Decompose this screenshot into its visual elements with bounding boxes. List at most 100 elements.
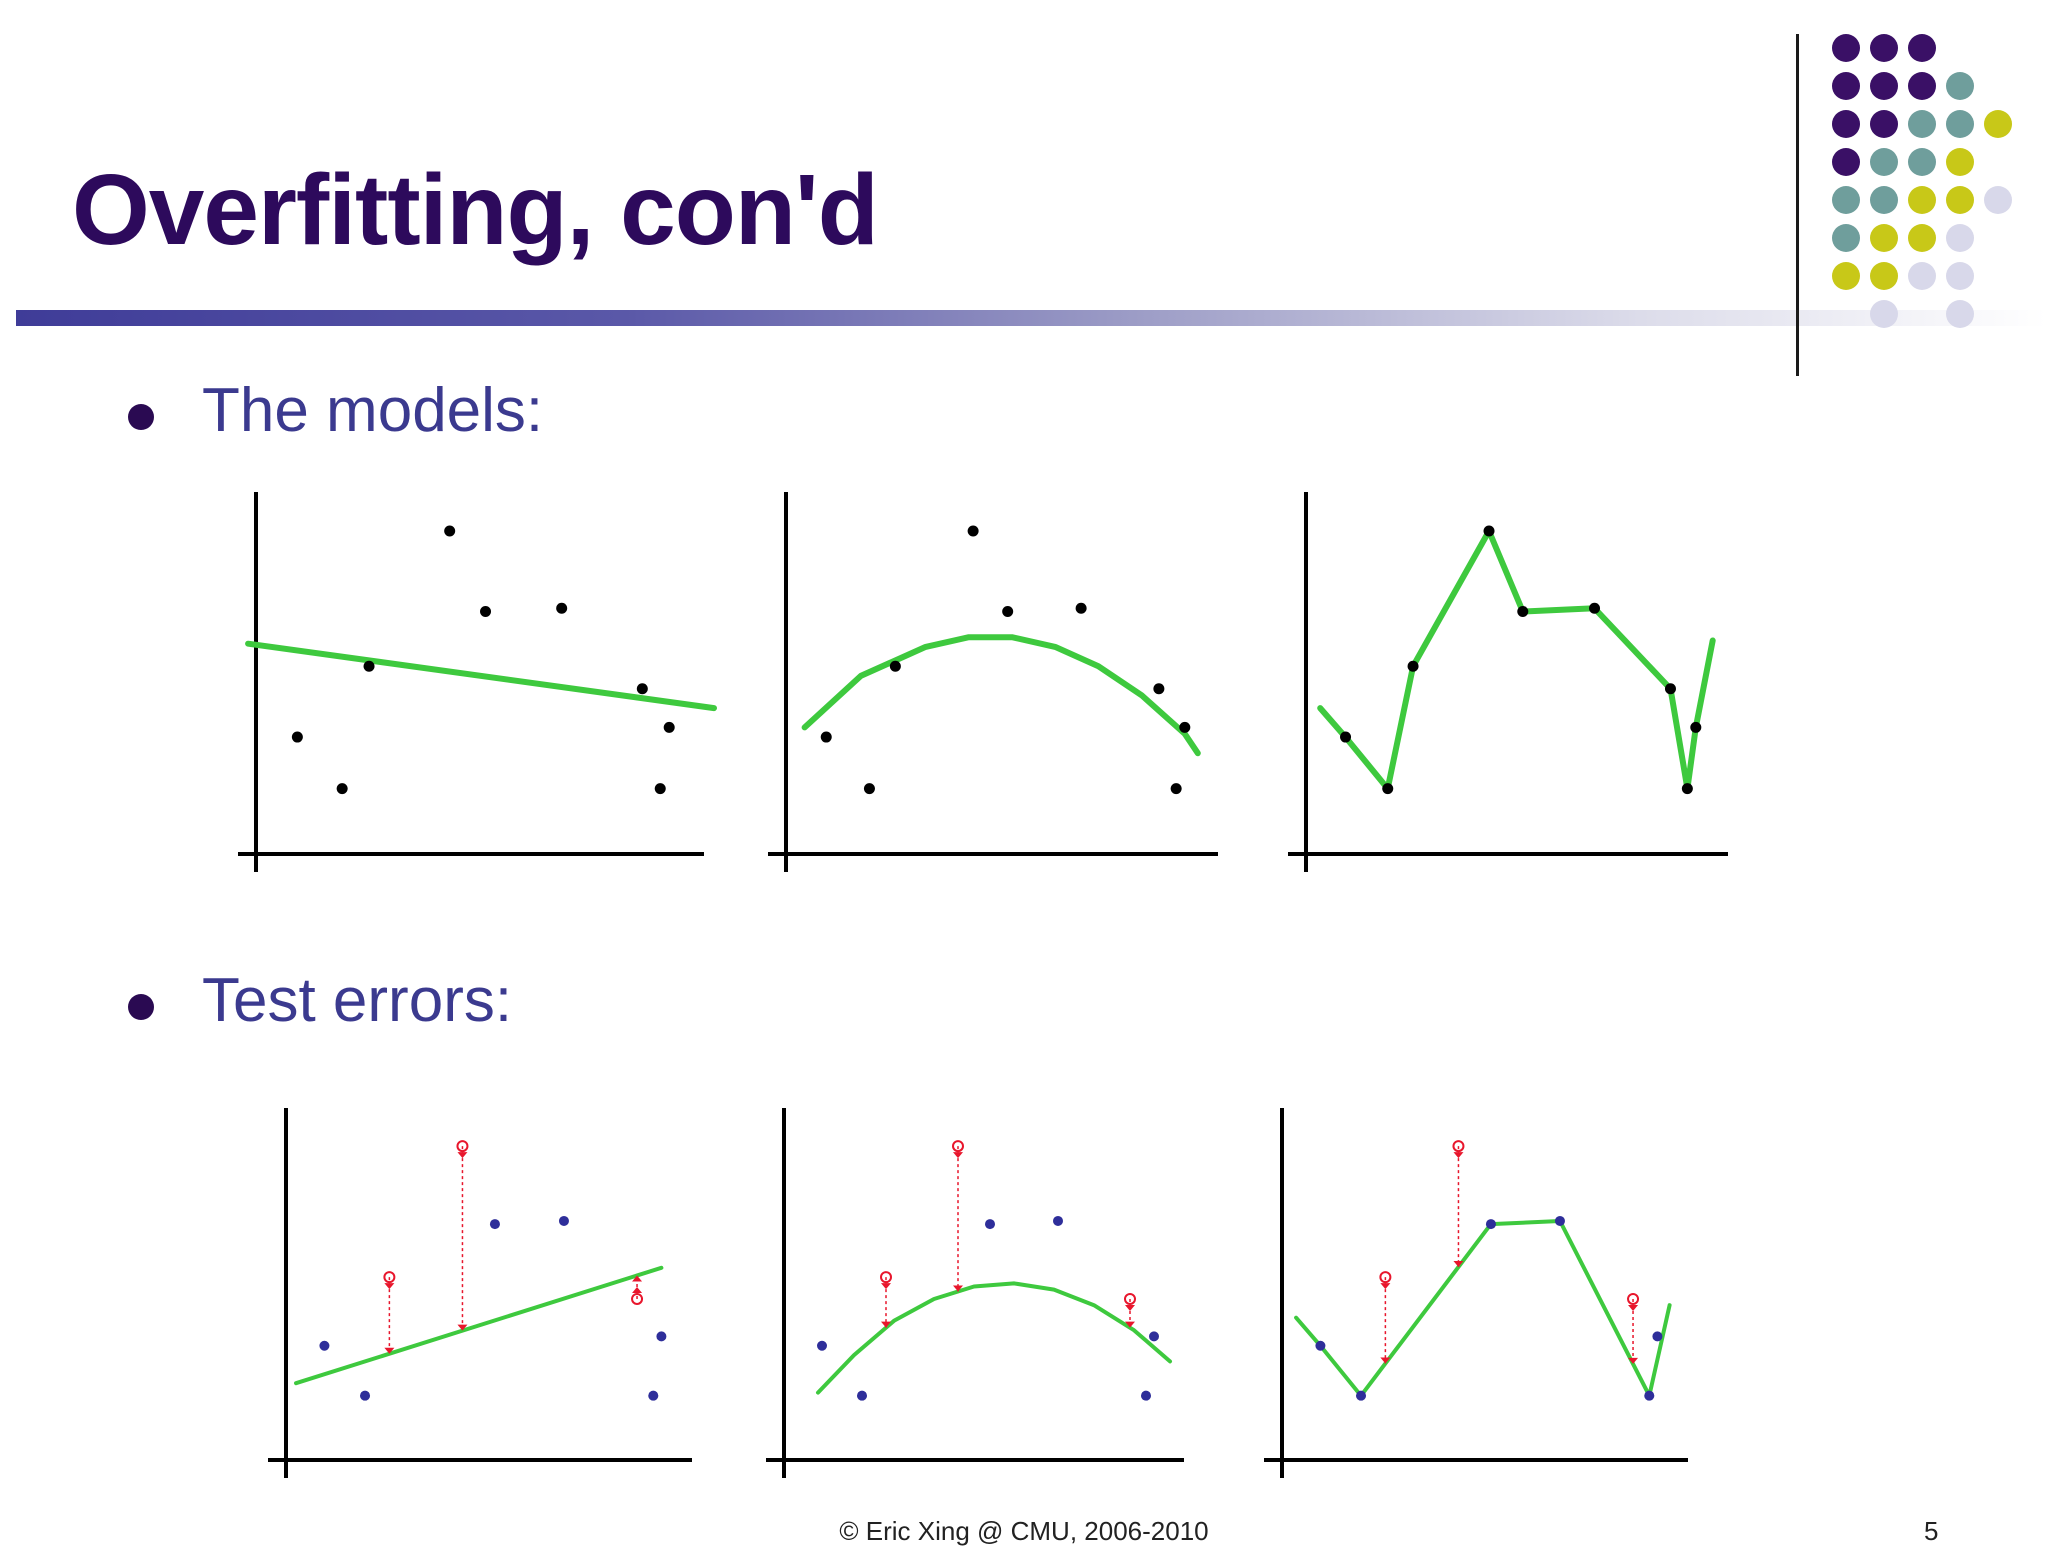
data-point [1589,602,1601,614]
test-point [1452,1140,1465,1153]
decor-dot [1984,110,2012,138]
data-point [1053,1215,1063,1226]
error-arrow-head [632,1275,643,1282]
bullet-text: Test errors: [202,966,513,1035]
error-arrow-head [1380,1357,1391,1364]
data-point [1485,1219,1496,1230]
decor-dot [1946,186,1974,214]
data-point [817,1340,827,1351]
test-point [952,1140,964,1153]
decor-vertical-line [1796,34,1799,376]
decor-dot [1908,34,1936,62]
data-point [1517,605,1529,617]
test-point [383,1271,396,1284]
error-arrow-head [384,1283,395,1290]
data-point [291,731,303,743]
data-point [1407,660,1419,672]
chart-test-interpolating [1256,1090,1730,1490]
data-point [636,683,648,695]
decor-dot [1870,110,1898,138]
decor-dot [1832,148,1860,176]
fit-curve [245,640,717,712]
data-point [1681,783,1693,795]
decor-dot [1832,110,1860,138]
decor-dot [1832,262,1860,290]
decor-dot-grid [1832,34,2012,328]
page-number: 5 [1924,1516,1939,1546]
decor-dot [1870,34,1898,62]
data-point [319,1340,330,1351]
error-arrow-head [457,1324,468,1331]
data-point [1690,721,1702,733]
error-arrow-head [953,1285,963,1292]
title-gradient-rule [16,310,2046,326]
data-point [1315,1340,1326,1351]
fit-curve [1294,1219,1672,1398]
decor-dot [1946,224,1974,252]
test-point [880,1271,892,1284]
data-point [857,1390,867,1401]
decor-dot [1832,186,1860,214]
data-point [558,1215,569,1226]
error-arrow-head [1628,1304,1639,1311]
footer-copyright: © Eric Xing @ CMU, 2006-2010 [839,1516,1209,1546]
decor-dot [1946,72,1974,100]
error-arrow-head [1628,1357,1639,1364]
decor-dot [1832,34,1860,62]
decor-dot [1908,148,1936,176]
data-point [480,605,492,617]
data-point [1483,525,1495,537]
decor-dot [1908,110,1936,138]
data-point [820,731,832,743]
data-point [663,721,675,733]
data-point [1179,721,1191,733]
decor-dot [1984,186,2012,214]
data-point [656,1331,667,1342]
fit-curve [294,1265,664,1386]
decor-dot [1870,148,1898,176]
data-point [1153,683,1165,695]
data-point [1356,1390,1367,1401]
data-point [363,660,375,672]
error-arrow-head [1453,1260,1464,1267]
data-point [489,1219,500,1230]
chart-test-linear [260,1090,734,1490]
error-arrow-head [1453,1152,1464,1159]
decor-dot [1908,224,1936,252]
error-arrow-head [1380,1283,1391,1290]
fit-curve [816,1281,1172,1395]
error-arrow-head [953,1152,963,1159]
data-point [336,783,348,795]
decor-dot [1908,72,1936,100]
bullet-text: The models: [202,376,544,445]
bullet-dot-icon [128,994,154,1020]
fit-curve [1317,528,1716,792]
data-point [1002,605,1014,617]
decor-dot [1946,262,1974,290]
data-point [444,525,456,537]
data-point [1644,1390,1655,1401]
data-point [967,525,979,537]
chart-model-quadratic [760,474,1260,884]
chart-test-quadratic [758,1090,1226,1490]
decor-dot [1946,148,1974,176]
fit-curve [801,634,1201,757]
decor-dot [1870,186,1898,214]
data-point [1664,683,1676,695]
data-point [863,783,875,795]
error-arrow-head [384,1347,395,1354]
chart-model-linear [230,474,746,884]
data-point [1141,1390,1151,1401]
test-point [1627,1292,1640,1305]
test-point [631,1292,644,1305]
test-point [1379,1271,1392,1284]
data-point [889,660,901,672]
decor-dot [1946,300,1974,328]
bullet-dot-icon [128,404,154,430]
data-point [654,783,666,795]
decor-dot [1832,72,1860,100]
decor-dot [1908,186,1936,214]
decor-dot [1870,224,1898,252]
test-point [456,1140,469,1153]
error-arrow-head [881,1321,891,1328]
